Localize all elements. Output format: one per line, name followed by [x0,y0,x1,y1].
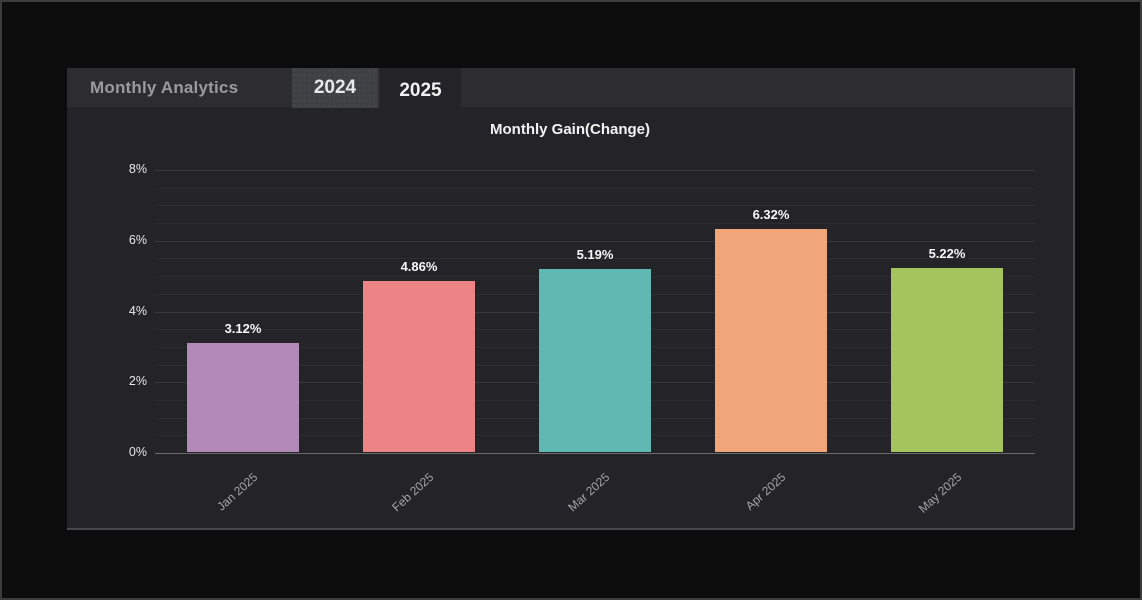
bar-value-label: 6.32% [752,207,790,223]
gridline [155,170,1035,171]
x-axis-line [155,453,1035,454]
x-tick-label: May 2025 [915,470,965,516]
tab-2024[interactable]: 2024 [292,68,378,108]
x-tick-label: Apr 2025 [742,470,789,513]
gridline [155,205,1035,207]
bar-value-label: 3.12% [224,320,262,336]
bar-mar-2025[interactable] [539,269,651,452]
bar-jan-2025[interactable] [187,342,299,452]
x-tick-label: Mar 2025 [565,470,613,515]
gridline [155,240,1035,242]
y-tick-label: 8% [128,162,147,176]
gridline [155,223,1035,225]
panel-header: Monthly Analytics 2024 2025 [67,68,1073,114]
panel-title: Monthly Analytics [90,78,239,97]
y-tick-label: 6% [128,232,147,247]
x-tick-label: Feb 2025 [389,470,437,515]
x-tick-label: Jan 2025 [214,470,261,514]
y-tick-label: 0% [128,445,147,459]
tab-2025[interactable]: 2025 [380,68,461,114]
bar-chart-plot-area: 0% 2% 4% 6% 8% 3.12% Jan 2025 4.86% Feb 2025 5.19… [67,68,1073,528]
bar-apr-2025[interactable] [715,229,827,452]
bar-value-label: 5.22% [928,246,966,262]
analytics-panel: Monthly Analytics 2024 2025 Monthly Gain… [67,68,1075,530]
y-tick-label: 2% [128,374,147,389]
bar-may-2025[interactable] [891,268,1003,452]
chart-title: Monthly Gain(Change) [490,121,650,138]
bar-value-label: 5.19% [576,247,614,263]
bar-feb-2025[interactable] [363,281,475,452]
y-tick-label: 4% [128,303,147,318]
gridline [155,187,1035,189]
bar-value-label: 4.86% [400,259,438,275]
gridline [155,258,1035,260]
